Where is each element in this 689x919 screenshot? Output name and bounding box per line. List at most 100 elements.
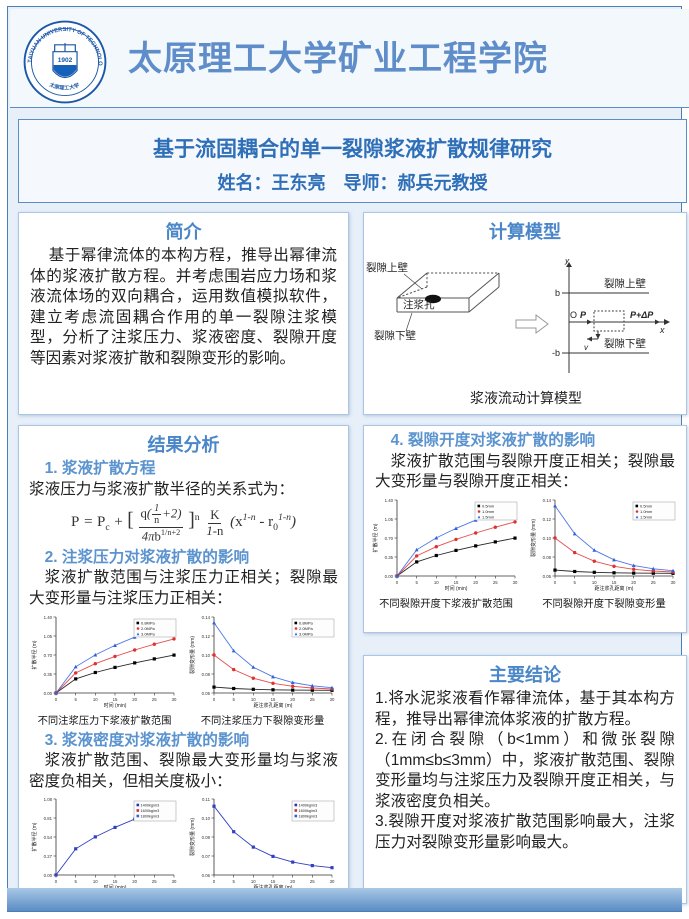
svg-text:0: 0: [554, 580, 557, 585]
svg-text:距注浆孔距离 (m): 距注浆孔距离 (m): [253, 702, 292, 709]
svg-text:3.0MPa: 3.0MPa: [141, 631, 156, 636]
svg-text:10: 10: [592, 580, 597, 585]
svg-text:1902: 1902: [58, 57, 73, 64]
svg-text:25: 25: [493, 580, 498, 585]
svg-text:5: 5: [74, 697, 77, 702]
svg-text:扩散半径 (m): 扩散半径 (m): [31, 823, 38, 852]
svg-text:裂隙上壁: 裂隙上壁: [366, 261, 408, 274]
svg-text:0.08: 0.08: [543, 555, 552, 560]
svg-text:裂隙上壁: 裂隙上壁: [604, 277, 646, 290]
svg-text:25: 25: [151, 697, 156, 702]
svg-text:1800kg/m3: 1800kg/m3: [298, 815, 317, 819]
svg-text:0: 0: [396, 580, 399, 585]
svg-text:0.14: 0.14: [543, 498, 552, 503]
svg-text:扩散半径 (m): 扩散半径 (m): [372, 523, 379, 552]
svg-text:15: 15: [612, 580, 617, 585]
svg-text:5: 5: [232, 697, 235, 702]
svg-text:裂隙变形量 (mm): 裂隙变形量 (mm): [530, 518, 537, 556]
svg-text:v: v: [584, 343, 589, 352]
svg-text:15: 15: [112, 697, 117, 702]
svg-text:15: 15: [270, 697, 275, 702]
svg-text:30: 30: [513, 580, 518, 585]
svg-text:1600kg/m3: 1600kg/m3: [140, 809, 159, 813]
svg-text:1800kg/m3: 1800kg/m3: [140, 815, 159, 819]
svg-text:0.05: 0.05: [201, 691, 210, 696]
svg-text:b: b: [555, 288, 560, 298]
svg-text:0.35: 0.35: [43, 672, 52, 677]
svg-text:1400kg/m3: 1400kg/m3: [298, 804, 317, 808]
svg-text:15: 15: [454, 580, 459, 585]
svg-text:裂隙变形量 (mm): 裂隙变形量 (mm): [189, 635, 196, 673]
svg-text:25: 25: [309, 697, 314, 702]
svg-text:0.11: 0.11: [201, 797, 210, 802]
svg-text:5: 5: [232, 879, 235, 884]
svg-text:y: y: [564, 259, 570, 265]
svg-text:1.08: 1.08: [43, 797, 52, 802]
svg-text:P: P: [580, 310, 587, 320]
svg-text:0.70: 0.70: [385, 536, 394, 541]
svg-text:0.35: 0.35: [385, 555, 394, 560]
svg-text:0.54: 0.54: [43, 835, 52, 840]
svg-text:2.0MPa: 2.0MPa: [299, 626, 314, 631]
svg-text:15: 15: [270, 879, 275, 884]
svg-text:P+ΔP: P+ΔP: [630, 310, 654, 320]
svg-text:1.5mm: 1.5mm: [640, 514, 653, 519]
svg-text:0.5mm: 0.5mm: [640, 503, 653, 508]
svg-text:1.05: 1.05: [385, 517, 394, 522]
svg-text:10: 10: [250, 697, 255, 702]
svg-text:0.07: 0.07: [201, 854, 210, 859]
svg-text:0.08: 0.08: [201, 672, 210, 677]
svg-text:0.00: 0.00: [43, 873, 52, 878]
svg-text:裂隙变形量 (mm): 裂隙变形量 (mm): [189, 818, 196, 856]
svg-text:25: 25: [151, 879, 156, 884]
svg-text:0.70: 0.70: [43, 653, 52, 658]
svg-text:25: 25: [309, 879, 314, 884]
svg-text:0.08: 0.08: [201, 835, 210, 840]
svg-text:0.14: 0.14: [201, 615, 210, 620]
svg-text:15: 15: [112, 879, 117, 884]
svg-text:0.10: 0.10: [201, 816, 210, 821]
svg-text:1.40: 1.40: [43, 615, 52, 620]
svg-text:2.0MPa: 2.0MPa: [141, 626, 156, 631]
svg-text:20: 20: [631, 580, 636, 585]
svg-text:0.10: 0.10: [543, 536, 552, 541]
svg-text:x: x: [659, 325, 665, 335]
svg-text:25: 25: [651, 580, 656, 585]
svg-text:0.81: 0.81: [43, 816, 52, 821]
svg-text:0: 0: [54, 879, 57, 884]
svg-text:0.27: 0.27: [43, 854, 52, 859]
svg-text:30: 30: [329, 879, 334, 884]
svg-text:5: 5: [574, 580, 577, 585]
svg-text:1.0mm: 1.0mm: [640, 509, 653, 514]
svg-text:1.40: 1.40: [385, 498, 394, 503]
svg-text:30: 30: [671, 580, 676, 585]
svg-text:0.8MPa: 0.8MPa: [299, 620, 314, 625]
svg-text:20: 20: [290, 879, 295, 884]
svg-text:30: 30: [171, 879, 176, 884]
svg-text:20: 20: [132, 697, 137, 702]
svg-text:0.12: 0.12: [201, 634, 210, 639]
svg-text:0.06: 0.06: [201, 873, 210, 878]
svg-text:1.0mm: 1.0mm: [482, 509, 495, 514]
svg-text:裂隙下壁: 裂隙下壁: [604, 337, 646, 350]
svg-text:1.5mm: 1.5mm: [482, 514, 495, 519]
svg-text:0: 0: [212, 879, 215, 884]
svg-text:-b: -b: [552, 348, 560, 358]
svg-text:1.05: 1.05: [43, 634, 52, 639]
svg-text:1400kg/m3: 1400kg/m3: [140, 804, 159, 808]
svg-text:0.5mm: 0.5mm: [482, 503, 495, 508]
svg-text:时间 (min): 时间 (min): [103, 702, 126, 709]
svg-text:20: 20: [132, 879, 137, 884]
svg-text:10: 10: [92, 879, 97, 884]
svg-text:距注浆孔距离 (m): 距注浆孔距离 (m): [595, 585, 634, 592]
svg-text:0.8MPa: 0.8MPa: [141, 620, 156, 625]
svg-text:30: 30: [329, 697, 334, 702]
svg-text:0: 0: [54, 697, 57, 702]
svg-text:10: 10: [250, 879, 255, 884]
svg-text:时间 (min): 时间 (min): [445, 585, 468, 592]
svg-text:10: 10: [92, 697, 97, 702]
svg-text:0: 0: [212, 697, 215, 702]
svg-text:20: 20: [473, 580, 478, 585]
svg-text:注浆孔: 注浆孔: [403, 298, 435, 311]
svg-text:0.00: 0.00: [43, 691, 52, 696]
